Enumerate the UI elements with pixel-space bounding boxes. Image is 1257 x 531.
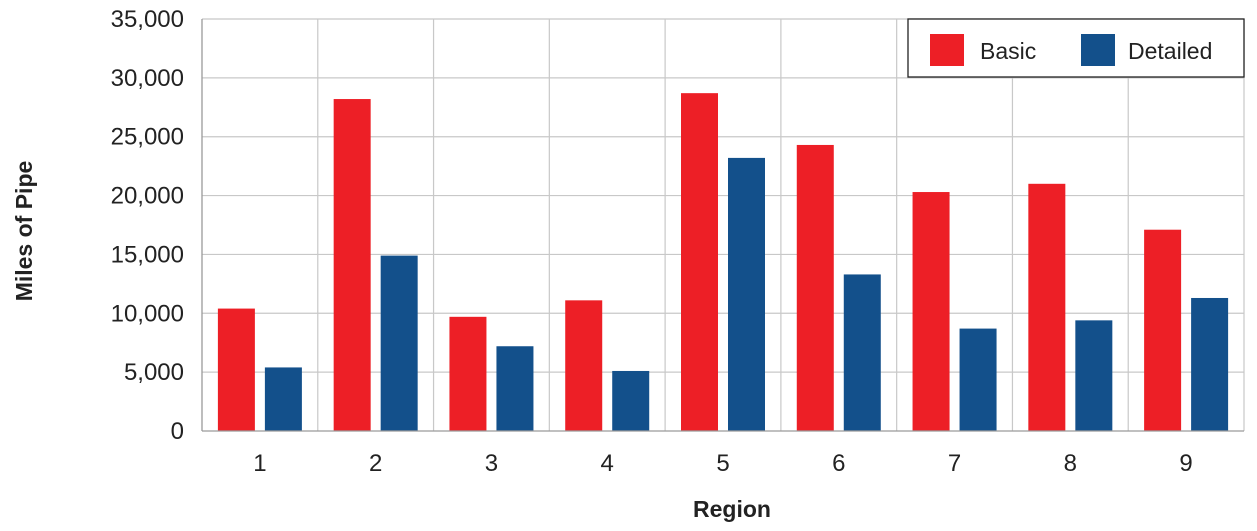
bar-basic-region-5 (681, 93, 718, 431)
bar-basic-region-8 (1028, 183, 1066, 431)
bars (217, 93, 1229, 431)
y-tick-label: 10,000 (111, 300, 184, 327)
bar-basic-region-9 (1144, 229, 1182, 431)
x-tick-label: 4 (601, 450, 614, 477)
bar-detailed-region-7 (959, 328, 997, 431)
bar-detailed-region-8 (1075, 320, 1113, 431)
bar-basic-region-1 (217, 308, 255, 431)
x-tick-label: 1 (253, 450, 266, 477)
bar-basic-region-2 (333, 99, 371, 431)
grid-lines (202, 18, 1245, 431)
bar-detailed-region-9 (1191, 297, 1229, 431)
bar-detailed-region-2 (380, 255, 418, 431)
bar-basic-region-3 (449, 316, 487, 431)
x-tick-label: 8 (1064, 450, 1077, 477)
y-tick-label: 30,000 (111, 65, 184, 92)
x-tick-labels: 1 2 3 4 5 6 7 8 9 (253, 450, 1193, 477)
x-tick-label: 5 (716, 450, 729, 477)
legend-box (907, 18, 1245, 78)
x-tick-label: 6 (832, 450, 845, 477)
x-tick-label: 3 (485, 450, 498, 477)
y-axis-title: Miles of Pipe (11, 161, 37, 302)
axes (201, 19, 1244, 432)
y-tick-label: 5,000 (124, 359, 184, 386)
x-tick-label: 7 (948, 450, 961, 477)
bar-basic-region-7 (912, 192, 950, 431)
bar-detailed-region-4 (612, 370, 650, 431)
y-tick-label: 25,000 (111, 124, 184, 151)
y-tick-label: 0 (171, 418, 184, 445)
legend-swatch-detailed (1081, 34, 1115, 66)
legend-label-detailed: Detailed (1128, 38, 1212, 64)
y-tick-label: 20,000 (111, 183, 184, 210)
bar-detailed-region-5 (728, 157, 765, 431)
y-tick-label: 35,000 (111, 6, 184, 33)
x-tick-label: 2 (369, 450, 382, 477)
bar-detailed-region-3 (496, 346, 534, 431)
legend-label-basic: Basic (980, 38, 1036, 64)
y-tick-label: 15,000 (111, 241, 184, 268)
x-axis-title: Region (693, 496, 771, 522)
bar-detailed-region-1 (264, 367, 302, 431)
legend-swatch-basic (930, 34, 964, 66)
bar-basic-region-4 (565, 300, 603, 431)
bar-detailed-region-6 (843, 274, 881, 431)
legend: Basic Detailed (907, 18, 1245, 78)
x-tick-label: 9 (1179, 450, 1192, 477)
y-tick-labels: 0 5,000 10,000 15,000 20,000 25,000 30,000 35,0… (111, 6, 184, 445)
bar-basic-region-6 (796, 144, 834, 431)
